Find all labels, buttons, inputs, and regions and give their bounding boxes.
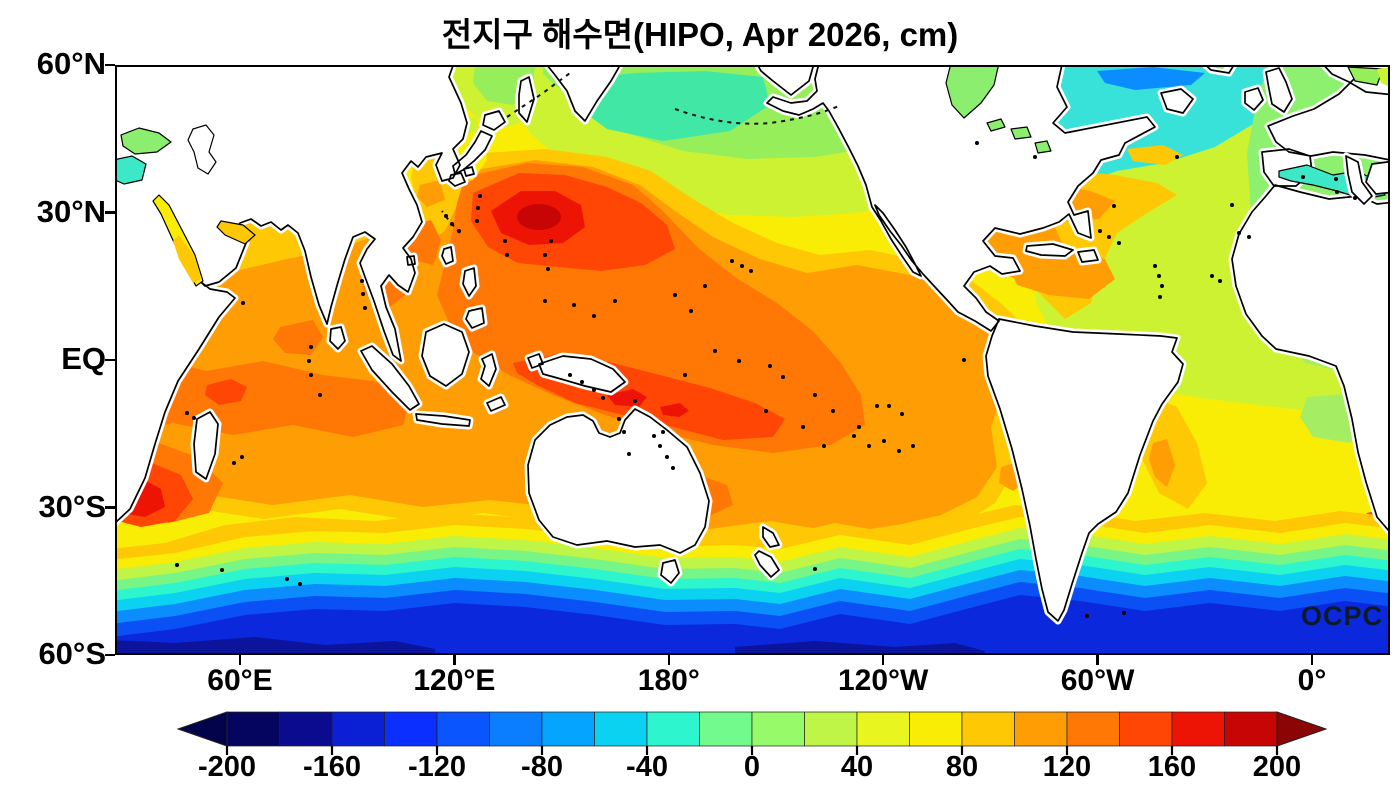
colorbar-segment: [856, 711, 910, 747]
colorbar: [176, 711, 1328, 755]
colorbar-arrow-left: [176, 711, 228, 747]
ryukyu-islands: [441, 210, 461, 234]
lon-tick: [1310, 655, 1314, 665]
colorbar-segment: [489, 711, 543, 747]
colorbar-segment: [331, 711, 385, 747]
lat-tick-label: EQ: [61, 341, 106, 376]
black-sea: [120, 127, 172, 155]
lat-tick: [105, 653, 115, 657]
lat-tick: [105, 63, 115, 67]
colorbar-segment: [804, 711, 858, 747]
lon-tick: [1096, 655, 1099, 665]
colorbar-segment: [699, 711, 753, 747]
colorbar-tick-label: 0: [743, 751, 761, 783]
colorbar-tick-label: -160: [302, 751, 362, 783]
colorbar-segment: [961, 711, 1015, 747]
lon-tick: [882, 655, 885, 665]
colorbar-tick-label: 120: [1042, 751, 1092, 783]
colorbar-segment: [594, 711, 648, 747]
kuril-islands: [506, 72, 571, 118]
watermark-ocpc: OCPC: [1300, 601, 1383, 631]
map-border: [115, 65, 1390, 655]
colorbar-segment: [909, 711, 963, 747]
colorbar-segment: [279, 711, 333, 747]
lat-tick: [105, 358, 115, 362]
colorbar-arrow-right: [1276, 711, 1328, 747]
colorbar-segment: [226, 711, 280, 747]
colorbar-segment: [1171, 711, 1225, 747]
colorbar-tick-label: 80: [945, 751, 979, 783]
colorbar-segment: [646, 711, 700, 747]
colorbar-segment: [751, 711, 805, 747]
lon-tick: [453, 655, 456, 665]
deep-orange-indian: [115, 359, 411, 437]
lat-tick-label: 30°S: [38, 488, 106, 524]
chart-title: 전지구 해수면(HIPO, Apr 2026, cm): [441, 16, 959, 53]
lat-tick: [105, 211, 115, 214]
lon-tick: [667, 655, 670, 665]
lat-tick-label: 60°S: [38, 636, 106, 671]
island-arcs: [441, 72, 842, 234]
colorbar-tick-label: 40: [840, 751, 874, 783]
colorbar-segment: [1014, 711, 1068, 747]
colorbar-segment: [436, 711, 490, 747]
world-map: [115, 65, 1390, 655]
lon-tick-label: 180°: [637, 664, 700, 697]
colorbar-segment: [1224, 711, 1278, 747]
interior-seas: [115, 65, 1390, 287]
great-lakes: [986, 118, 1052, 154]
kattegat: [1347, 66, 1384, 86]
colorbar-tick-label: -120: [407, 751, 467, 783]
mediterranean-west-edge: [115, 155, 147, 185]
lon-tick-label: 60°E: [207, 664, 273, 697]
colorbar-tick-label: 160: [1147, 751, 1197, 783]
lon-tick-label: 0°: [1297, 664, 1327, 697]
colorbar-tick-label: -40: [626, 751, 668, 783]
colorbar-tick-label: -200: [197, 751, 257, 783]
lon-tick-label: 60°W: [1060, 664, 1135, 697]
kuroshio-dark-red: [517, 204, 561, 230]
colorbar-tick-label: 200: [1252, 751, 1302, 783]
colorbar-segment: [384, 711, 438, 747]
nw-atlantic-blue-streak: [1097, 67, 1205, 90]
lat-tick: [105, 506, 115, 509]
balkans: [1365, 160, 1390, 195]
colorbar-segment: [541, 711, 595, 747]
colorbar-tick-label: -80: [521, 751, 563, 783]
caspian-sea: [187, 124, 217, 175]
colorbar-segment: [1119, 711, 1173, 747]
lat-tick-label: 30°N: [36, 193, 106, 229]
aleutian-islands: [674, 104, 842, 125]
lat-tick-label: 60°N: [36, 46, 106, 81]
bering-teal: [570, 71, 770, 141]
persian-gulf: [216, 220, 256, 245]
lon-tick: [238, 655, 242, 665]
lon-tick-label: 120°W: [838, 664, 929, 697]
lon-tick-label: 120°E: [413, 664, 496, 697]
island-specks: [175, 141, 1357, 618]
colorbar-segment: [1066, 711, 1120, 747]
baltic-corner: [1377, 67, 1390, 87]
